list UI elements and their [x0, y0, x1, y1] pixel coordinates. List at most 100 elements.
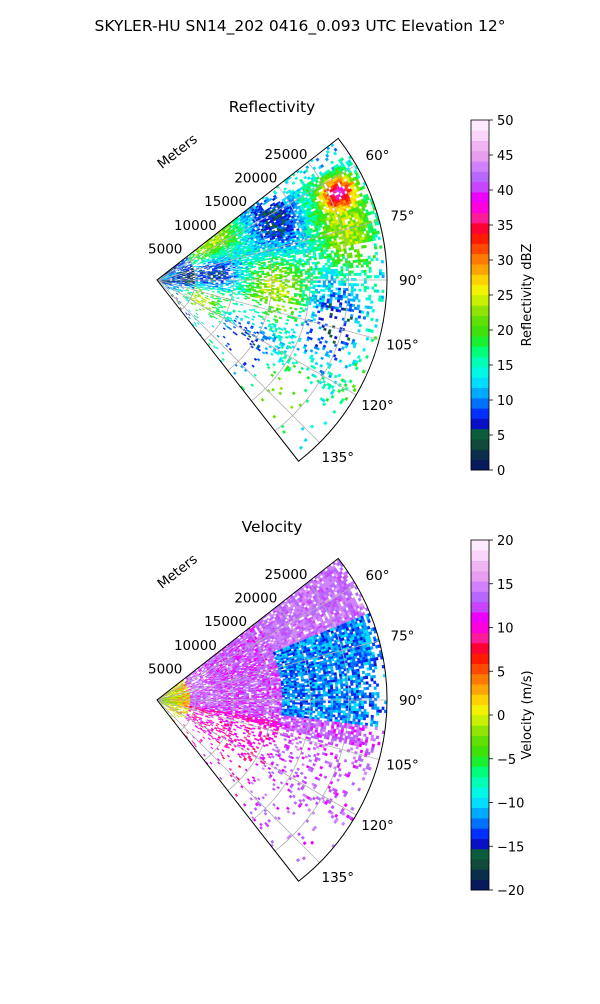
radar-gate	[292, 277, 295, 279]
radar-gate	[277, 281, 280, 283]
radar-gate	[333, 281, 336, 283]
radar-gate	[279, 331, 282, 334]
radar-gate	[202, 289, 205, 290]
radar-gate	[381, 296, 384, 299]
radar-gate	[306, 332, 309, 335]
radar-gate	[248, 294, 251, 296]
radar-gate	[201, 322, 203, 324]
radar-gate	[360, 254, 363, 257]
radar-gate	[254, 273, 257, 275]
radar-gate	[330, 161, 334, 165]
radar-gate	[297, 348, 300, 351]
radar-gate	[359, 289, 362, 292]
radar-gate	[305, 273, 308, 275]
radar-gate	[255, 261, 258, 263]
radar-gate	[343, 288, 346, 291]
radar-gate	[294, 308, 297, 310]
radar-gate	[202, 308, 205, 310]
radar-gate	[281, 295, 284, 297]
radar-gate	[353, 260, 356, 263]
radar-gate	[293, 331, 296, 334]
radar-gate	[319, 257, 322, 260]
radar-gate	[194, 322, 196, 325]
radar-gate	[267, 366, 270, 369]
radar-gate	[202, 287, 205, 288]
radar-gate	[351, 265, 354, 268]
colorbar-tick-label: 20	[497, 324, 514, 339]
radar-gate	[257, 302, 260, 304]
radar-gate	[323, 268, 326, 270]
radar-gate	[337, 254, 340, 257]
radar-gate	[216, 304, 219, 306]
radar-gate	[351, 247, 354, 250]
radar-gate	[251, 267, 254, 269]
radar-gate	[351, 278, 354, 281]
radar-gate	[292, 286, 295, 288]
radar-gate	[249, 271, 252, 273]
radar-gate	[361, 231, 364, 234]
radar-gate	[208, 286, 211, 287]
radar-gate	[236, 289, 239, 290]
radar-gate	[295, 177, 298, 180]
radar-gate	[314, 262, 317, 264]
radar-gate	[295, 324, 298, 327]
radar-gate	[275, 277, 278, 279]
radar-gate	[292, 392, 295, 395]
colorbar-swatch	[471, 223, 489, 234]
radar-gate	[278, 377, 281, 380]
colorbar-swatch	[471, 439, 489, 450]
radar-gate	[244, 298, 247, 300]
radar-gate	[255, 263, 258, 265]
radar-gate	[211, 341, 214, 344]
radar-gate	[266, 267, 269, 269]
radar-gate	[196, 313, 198, 315]
radar-gate	[353, 299, 356, 302]
colorbar-swatch	[471, 202, 489, 213]
radar-gate	[358, 359, 361, 363]
azimuth-tick-label: 105°	[386, 338, 419, 354]
radar-gate	[259, 268, 262, 270]
range-tick-label: 10000	[174, 218, 217, 234]
radar-gate	[374, 246, 377, 249]
radar-gate	[188, 278, 191, 279]
radar-gate	[338, 374, 342, 378]
radar-gate	[280, 277, 283, 279]
radar-gate	[225, 270, 228, 271]
radar-gate	[241, 282, 244, 283]
radar-gate	[223, 336, 226, 339]
radar-gate	[339, 305, 342, 308]
radar-gate	[345, 397, 349, 401]
radar-gate	[305, 285, 308, 287]
radar-gate	[325, 287, 328, 289]
radar-gate	[318, 276, 321, 278]
radar-gate	[246, 278, 249, 279]
radar-gate	[246, 291, 249, 293]
azimuth-tick-label: 120°	[361, 398, 394, 414]
radar-gate	[337, 297, 340, 300]
radar-gate	[313, 287, 316, 289]
radar-gate	[301, 303, 304, 305]
radar-gate	[336, 288, 339, 291]
colorbar-swatch	[471, 305, 489, 316]
radar-gate	[272, 388, 275, 391]
radar-gate	[297, 269, 300, 271]
radar-gate	[297, 271, 300, 273]
radar-gate	[287, 331, 290, 334]
radar-gate	[197, 263, 200, 265]
radar-gate	[274, 265, 277, 267]
radar-gate	[363, 259, 366, 262]
radar-gate	[230, 247, 233, 249]
radar-gate	[304, 389, 308, 393]
radar-gate	[294, 299, 297, 301]
radar-gate	[200, 284, 203, 285]
radar-gate	[270, 353, 273, 356]
colorbar-swatch	[471, 326, 489, 337]
radar-gate	[368, 256, 371, 259]
radar-gate	[326, 272, 329, 274]
radar-gate	[366, 259, 369, 262]
radar-gate	[247, 338, 250, 341]
radar-gate	[181, 287, 184, 288]
radar-gate	[240, 304, 243, 306]
radar-gate	[280, 328, 283, 331]
